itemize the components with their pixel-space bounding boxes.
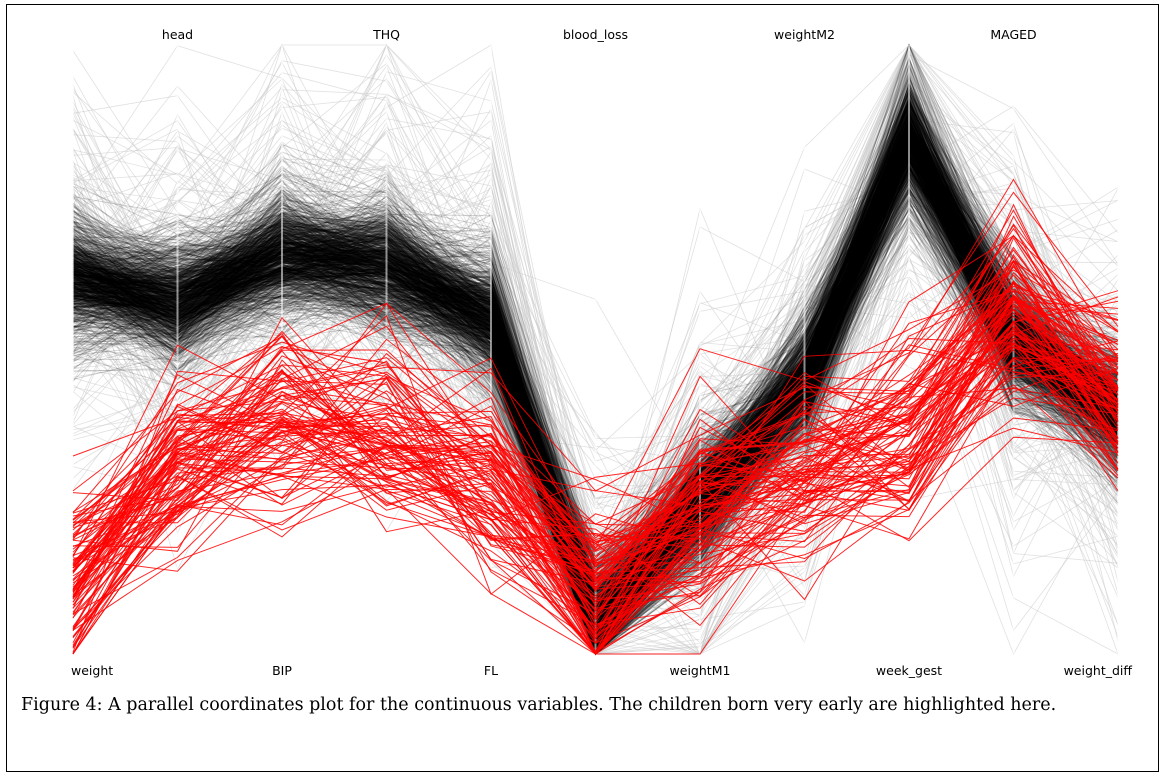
highlight-data-line [72,315,1119,568]
axis-label-THQ: THQ [372,27,400,42]
highlight-data-line [72,308,1119,576]
highlight-data-line [72,357,1119,638]
highlight-data-line [72,224,1119,603]
figure-frame: weight head BIP THQ FL blood_loss weightM1 weig… [6,4,1159,772]
axis-label-weightM2: weightM2 [774,27,835,42]
highlight-data-line [72,320,1119,582]
axis-label-BIP: BIP [272,663,292,678]
figure-caption: Figure 4: A parallel coordinates plot fo… [21,695,1057,715]
highlight-data-line [72,357,1119,653]
highlight-data-line [72,344,1119,609]
axis-label-weightM1: weightM1 [670,663,731,678]
highlight-data-line [72,290,1119,605]
highlight-data-line [72,282,1119,558]
highlight-data-line [72,253,1119,618]
highlight-data-line [72,342,1119,618]
axis-label-MAGED: MAGED [990,27,1036,42]
highlight-data-line [72,269,1119,558]
highlight-data-line [72,261,1119,637]
axis-label-weight: weight [71,663,113,678]
highlight-data-line [72,364,1119,627]
highlight-data-line [72,346,1119,627]
highlight-data-line [72,234,1119,584]
axis-label-FL: FL [484,663,498,678]
highlight-data-line [72,297,1119,655]
axis-label-weight_diff: weight_diff [1064,663,1133,678]
highlight-data-line [72,337,1119,569]
parallel-coordinates-plot: weight head BIP THQ FL blood_loss weightM1 weig… [15,13,1152,693]
highlight-data-line [72,235,1119,579]
highlight-data-line [72,330,1119,616]
highlight-data-line [72,285,1119,635]
highlight-data-line [72,387,1119,596]
axis-label-blood_loss: blood_loss [563,27,628,42]
parallel-coordinates-svg: weight head BIP THQ FL blood_loss weightM1 weig… [71,27,1133,678]
highlight-data-line [72,256,1119,603]
highlight-data-line [72,246,1119,640]
axis-label-head: head [162,27,193,42]
highlight-data-line [72,349,1119,639]
highlight-data-line [72,357,1119,581]
highlight-data-line [72,295,1119,593]
highlight-data-line [72,209,1119,543]
axis-label-week_gest: week_gest [876,663,942,678]
highlight-data-line [72,306,1119,527]
highlight-data-line [72,372,1119,551]
highlight-data-line [72,300,1119,655]
highlight-data-line [72,235,1119,609]
highlight-data-line [72,296,1119,526]
highlight-data-line [72,322,1119,632]
